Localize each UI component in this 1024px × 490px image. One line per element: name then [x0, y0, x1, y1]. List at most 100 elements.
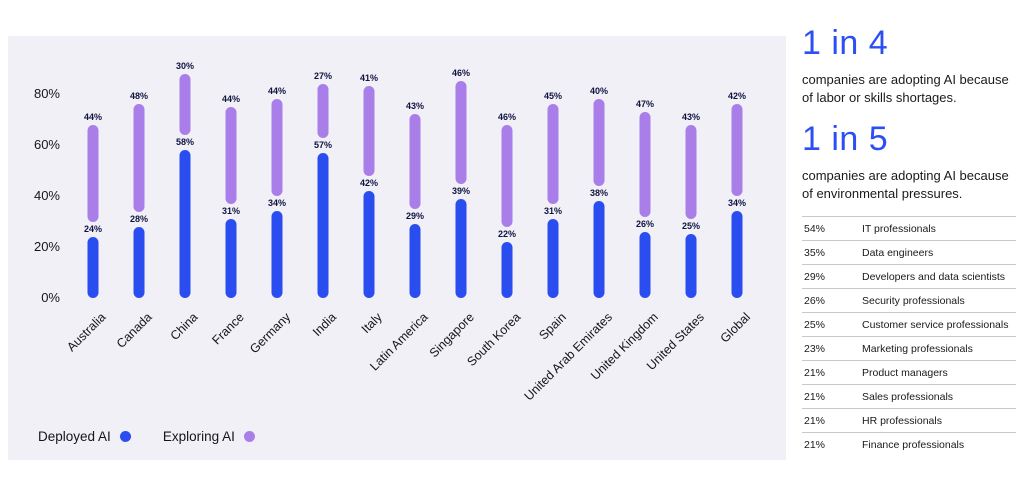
deployed-bar: [179, 150, 191, 298]
x-axis-label: Global: [717, 310, 753, 346]
bar-column: 42% 41% Italy: [346, 56, 392, 336]
table-cell-label: Data engineers: [862, 246, 934, 259]
exploring-bar: [455, 81, 467, 184]
exploring-bar: [133, 104, 145, 212]
deployed-bar: [87, 236, 99, 298]
chart-legend: Deployed AI Exploring AI: [38, 429, 287, 444]
bar-column: 29% 43% Latin America: [367, 56, 438, 373]
deployed-bar: [547, 218, 559, 298]
exploring-value-label: 47%: [635, 98, 655, 109]
deployed-bar: [409, 224, 421, 298]
exploring-value-label: 41%: [359, 73, 379, 84]
deployed-bar: [271, 211, 283, 298]
deployed-bar: [133, 226, 145, 298]
table-cell-percent: 26%: [804, 294, 826, 307]
x-axis-label: India: [309, 310, 339, 340]
bar-column: 58% 30% China: [162, 56, 208, 343]
deployed-value-label: 39%: [451, 185, 471, 196]
exploring-value-label: 44%: [267, 86, 287, 97]
y-axis-tick: 60%: [33, 137, 60, 152]
stat-description-2: companies are adopting AI because of env…: [802, 168, 1009, 201]
y-axis: 0% 20% 40% 60% 80%: [24, 56, 70, 305]
table-row: 21% Product managers: [802, 360, 1016, 384]
stat-block-1: 1 in 4 companies are adopting AI because…: [802, 24, 1016, 106]
table-cell-label: Developers and data scientists: [862, 270, 1005, 283]
x-axis-label: Spain: [536, 310, 569, 343]
exploring-bar: [87, 124, 99, 222]
exploring-bar: [409, 114, 421, 210]
exploring-value-label: 30%: [175, 60, 195, 71]
deployed-value-label: 57%: [313, 139, 333, 150]
deployed-value-label: 22%: [497, 228, 517, 239]
bar-column: 31% 45% Spain: [530, 56, 576, 342]
exploring-bar: [639, 111, 651, 217]
exploring-value-label: 43%: [681, 111, 701, 122]
bar-column: 22% 46% South Korea: [464, 56, 530, 369]
deployed-value-label: 58%: [175, 137, 195, 148]
deployed-bar: [501, 241, 513, 298]
table-cell-percent: 21%: [804, 366, 826, 379]
table-cell-percent: 21%: [804, 414, 826, 427]
exploring-bar: [593, 99, 605, 187]
deployed-value-label: 29%: [405, 211, 425, 222]
stat-description-1: companies are adopting AI because of lab…: [802, 72, 1009, 105]
legend-dot-deployed: [119, 431, 131, 442]
right-panel: 1 in 4 companies are adopting AI because…: [786, 0, 1024, 490]
bar-column: 28% 48% Canada: [114, 56, 162, 351]
legend-label-exploring: Exploring AI: [162, 429, 235, 444]
deployed-bar: [639, 231, 651, 298]
deployed-value-label: 26%: [635, 218, 655, 229]
bar-column: 26% 47% United Kingdom: [588, 56, 668, 383]
exploring-bar: [501, 124, 513, 227]
exploring-value-label: 45%: [543, 91, 563, 102]
deployed-bar: [225, 218, 237, 298]
x-axis-label: Germany: [246, 310, 293, 357]
deployed-bar: [363, 190, 375, 298]
exploring-bar: [317, 83, 329, 138]
deployed-value-label: 34%: [267, 198, 287, 209]
table-row: 35% Data engineers: [802, 240, 1016, 264]
exploring-bar: [685, 124, 697, 220]
exploring-bar: [363, 86, 375, 176]
exploring-value-label: 48%: [129, 91, 149, 102]
exploring-value-label: 42%: [727, 91, 747, 102]
exploring-value-label: 46%: [451, 68, 471, 79]
table-row: 54% IT professionals: [802, 216, 1016, 240]
deployed-bar: [731, 211, 743, 298]
table-row: 25% Customer service professionals: [802, 312, 1016, 336]
deployed-bar: [685, 234, 697, 298]
x-axis-label: China: [167, 310, 201, 344]
bar-column: 57% 27% India: [300, 56, 346, 339]
table-cell-percent: 29%: [804, 270, 826, 283]
y-axis-tick: 40%: [33, 188, 60, 203]
bar-column: 25% 43% United States: [644, 56, 714, 373]
deployed-value-label: 24%: [83, 223, 103, 234]
exploring-value-label: 44%: [83, 111, 103, 122]
exploring-bar: [731, 104, 743, 197]
table-row: 21% Finance professionals: [802, 432, 1016, 456]
deployed-value-label: 31%: [221, 205, 241, 216]
table-row: 21% HR professionals: [802, 408, 1016, 432]
exploring-value-label: 43%: [405, 101, 425, 112]
table-cell-label: Product managers: [862, 366, 948, 379]
exploring-value-label: 44%: [221, 93, 241, 104]
table-cell-percent: 54%: [804, 222, 826, 235]
deployed-value-label: 34%: [727, 198, 747, 209]
y-axis-tick: 80%: [33, 86, 60, 101]
exploring-value-label: 40%: [589, 86, 609, 97]
table-row: 26% Security professionals: [802, 288, 1016, 312]
table-cell-percent: 25%: [804, 318, 826, 331]
table-cell-label: Sales professionals: [862, 390, 954, 403]
table-cell-percent: 35%: [804, 246, 826, 259]
ai-adoption-chart: 0% 20% 40% 60% 80% 24% 44% Australia 28% 48% Cana…: [8, 36, 786, 460]
x-axis-label: Canada: [114, 310, 155, 351]
bar-column: 39% 46% Singapore: [427, 56, 484, 360]
exploring-value-label: 27%: [313, 70, 333, 81]
plot-area: 24% 44% Australia 28% 48% Canada 58% 30% China 31…: [65, 56, 760, 404]
y-axis-tick: 0%: [41, 290, 60, 305]
stat-block-2: 1 in 5 companies are adopting AI because…: [802, 120, 1016, 202]
bar-column: 34% 44% Germany: [247, 56, 300, 356]
table-cell-percent: 23%: [804, 342, 826, 355]
y-axis-tick: 20%: [33, 239, 60, 254]
